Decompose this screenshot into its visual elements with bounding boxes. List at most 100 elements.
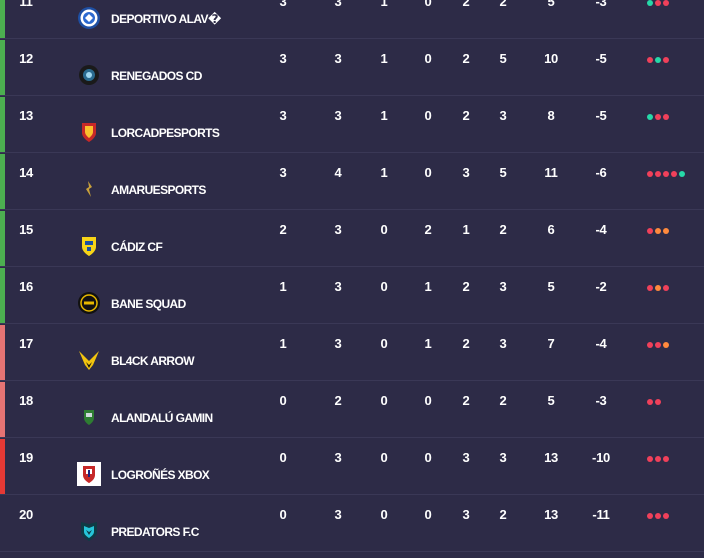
form-dot	[655, 57, 661, 63]
goal-difference-cell: -4	[595, 222, 607, 237]
zone-indicator	[0, 325, 5, 380]
table-row[interactable]: 13 LORCADPESPORTS 3 3 1 0 2 3 8 -5	[0, 97, 704, 153]
form-dot	[647, 342, 653, 348]
form-dot	[647, 456, 653, 462]
won-cell: 1	[380, 108, 388, 123]
goals-against-cell: 13	[544, 450, 558, 465]
position-cell: 17	[19, 336, 33, 351]
team-name[interactable]: LOGROÑÉS XBOX	[111, 468, 210, 482]
played-cell: 3	[334, 450, 342, 465]
recent-form	[647, 456, 669, 462]
table-row[interactable]: 20 PREDATORS F.C 0 3 0 0 3 2 13 -11	[0, 496, 704, 552]
points-cell: 1	[279, 279, 287, 294]
form-dot	[647, 399, 653, 405]
goals-for-cell: 3	[499, 279, 507, 294]
goals-for-cell: 5	[499, 165, 507, 180]
goals-against-cell: 11	[544, 165, 558, 180]
team-name[interactable]: ALANDALÚ GAMIN	[111, 411, 213, 425]
form-dot	[663, 171, 669, 177]
table-row[interactable]: 14 AMARUESPORTS 3 4 1 0 3 5 11 -6	[0, 154, 704, 210]
points-cell: 0	[279, 507, 287, 522]
lost-cell: 2	[462, 108, 470, 123]
form-dot	[663, 228, 669, 234]
zone-indicator	[0, 154, 5, 209]
drawn-cell: 0	[424, 393, 432, 408]
points-cell: 3	[279, 51, 287, 66]
position-cell: 20	[19, 507, 33, 522]
goals-against-cell: 5	[547, 279, 555, 294]
recent-form	[647, 399, 661, 405]
goals-against-cell: 6	[547, 222, 555, 237]
team-name[interactable]: CÁDIZ CF	[111, 240, 163, 254]
played-cell: 3	[334, 108, 342, 123]
played-cell: 3	[334, 507, 342, 522]
form-dot	[647, 285, 653, 291]
form-dot	[663, 0, 669, 6]
won-cell: 0	[380, 450, 388, 465]
form-dot	[655, 342, 661, 348]
drawn-cell: 2	[424, 222, 432, 237]
table-row[interactable]: 19 LOGROÑÉS XBOX 0 3 0 0 3 3 13 -10	[0, 439, 704, 495]
goal-difference-cell: -4	[595, 336, 607, 351]
drawn-cell: 0	[424, 0, 432, 9]
zone-indicator	[0, 439, 5, 494]
table-row[interactable]: 16 BANE SQUAD 1 3 0 1 2 3 5 -2	[0, 268, 704, 324]
table-row[interactable]: 12 RENEGADOS CD 3 3 1 0 2 5 10 -5	[0, 40, 704, 96]
won-cell: 0	[380, 222, 388, 237]
goal-difference-cell: -3	[595, 393, 607, 408]
won-cell: 1	[380, 165, 388, 180]
team-name[interactable]: RENEGADOS CD	[111, 69, 202, 83]
recent-form	[647, 57, 669, 63]
black-arrow-crest-icon	[77, 348, 101, 372]
goals-for-cell: 2	[499, 0, 507, 9]
position-cell: 14	[19, 165, 33, 180]
table-row[interactable]: 17 BL4CK ARROW 1 3 0 1 2 3 7 -4	[0, 325, 704, 381]
form-dot	[663, 456, 669, 462]
team-name[interactable]: AMARUESPORTS	[111, 183, 206, 197]
form-dot	[647, 114, 653, 120]
team-name[interactable]: DEPORTIVO ALAV�	[111, 12, 221, 26]
points-cell: 0	[279, 450, 287, 465]
form-dot	[655, 456, 661, 462]
form-dot	[663, 285, 669, 291]
won-cell: 1	[380, 0, 388, 9]
position-cell: 12	[19, 51, 33, 66]
goals-for-cell: 3	[499, 108, 507, 123]
table-row[interactable]: 15 CÁDIZ CF 2 3 0 2 1 2 6 -4	[0, 211, 704, 267]
lost-cell: 1	[462, 222, 470, 237]
zone-indicator	[0, 382, 5, 437]
goals-for-cell: 5	[499, 51, 507, 66]
recent-form	[647, 171, 685, 177]
points-cell: 3	[279, 108, 287, 123]
renegados-crest-icon	[77, 63, 101, 87]
form-dot	[647, 0, 653, 6]
points-cell: 0	[279, 393, 287, 408]
bane-squad-crest-icon	[77, 291, 101, 315]
won-cell: 0	[380, 279, 388, 294]
team-name[interactable]: PREDATORS F.C	[111, 525, 199, 539]
team-name[interactable]: BL4CK ARROW	[111, 354, 195, 368]
lost-cell: 2	[462, 0, 470, 9]
table-row[interactable]: 11 DEPORTIVO ALAV� 3 3 1 0 2 2 5 -3	[0, 0, 704, 39]
lost-cell: 3	[462, 507, 470, 522]
zone-indicator	[0, 496, 5, 551]
team-name[interactable]: BANE SQUAD	[111, 297, 186, 311]
goals-against-cell: 10	[544, 51, 558, 66]
form-dot	[655, 513, 661, 519]
form-dot	[647, 57, 653, 63]
position-cell: 13	[19, 108, 33, 123]
points-cell: 3	[279, 165, 287, 180]
played-cell: 3	[334, 0, 342, 9]
team-name[interactable]: LORCADPESPORTS	[111, 126, 220, 140]
zone-indicator	[0, 268, 5, 323]
won-cell: 0	[380, 393, 388, 408]
points-cell: 3	[279, 0, 287, 9]
points-cell: 1	[279, 336, 287, 351]
goals-for-cell: 2	[499, 507, 507, 522]
won-cell: 1	[380, 51, 388, 66]
zone-indicator	[0, 40, 5, 95]
table-row[interactable]: 18 ALANDALÚ GAMIN 0 2 0 0 2 2 5 -3	[0, 382, 704, 438]
drawn-cell: 0	[424, 108, 432, 123]
lost-cell: 2	[462, 393, 470, 408]
alaves-crest-icon	[77, 6, 101, 30]
